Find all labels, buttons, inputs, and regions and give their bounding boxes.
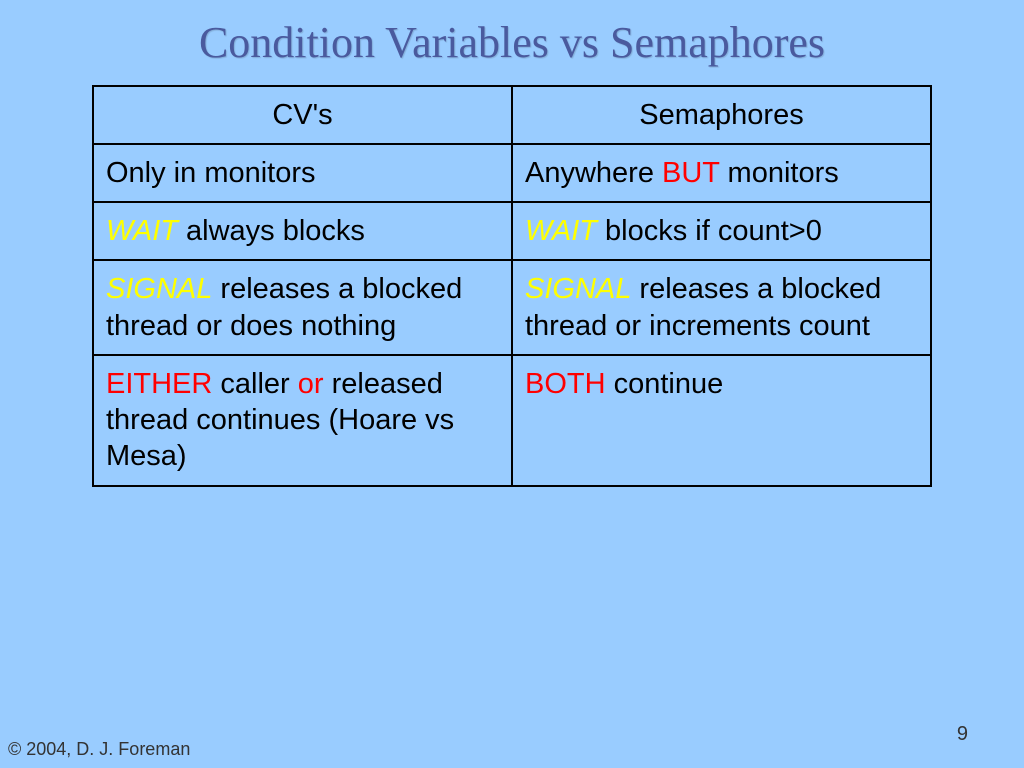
table-cell: Only in monitors <box>93 144 512 202</box>
text-segment: Anywhere <box>525 157 662 189</box>
table-row: SIGNAL releases a blocked thread or does… <box>93 260 931 355</box>
table-row: Only in monitors Anywhere BUT monitors <box>93 144 931 202</box>
table-cell: EITHER caller or released thread continu… <box>93 355 512 486</box>
text-segment: blocks if count>0 <box>597 215 822 247</box>
text-segment: BOTH <box>525 368 606 400</box>
table-cell: Anywhere BUT monitors <box>512 144 931 202</box>
text-segment: continue <box>606 368 724 400</box>
text-segment: SIGNAL <box>525 273 631 305</box>
slide: Condition Variables vs Semaphores CV's S… <box>0 0 1024 768</box>
column-header-semaphores: Semaphores <box>512 86 931 144</box>
column-header-cv: CV's <box>93 86 512 144</box>
table-header-row: CV's Semaphores <box>93 86 931 144</box>
text-segment: WAIT <box>106 215 178 247</box>
text-segment: SIGNAL <box>106 273 212 305</box>
comparison-table: CV's Semaphores Only in monitors Anywhere… <box>92 85 932 487</box>
text-segment: WAIT <box>525 215 597 247</box>
table-body: Only in monitorsAnywhere BUT monitorsWAI… <box>93 144 931 486</box>
text-segment: caller <box>212 368 297 400</box>
text-segment: monitors <box>720 157 839 189</box>
text-segment: EITHER <box>106 368 212 400</box>
table-cell: BOTH continue <box>512 355 931 486</box>
page-number: 9 <box>957 723 968 746</box>
text-segment: or <box>298 368 324 400</box>
text-segment: BUT <box>662 157 719 189</box>
table-cell: WAIT blocks if count>0 <box>512 202 931 260</box>
copyright-text: © 2004, D. J. Foreman <box>8 739 190 760</box>
slide-title: Condition Variables vs Semaphores <box>0 0 1024 79</box>
table-cell: SIGNAL releases a blocked thread or incr… <box>512 260 931 355</box>
table-row: WAIT always blocksWAIT blocks if count>0 <box>93 202 931 260</box>
text-segment: Only in monitors <box>106 157 316 189</box>
table-cell: WAIT always blocks <box>93 202 512 260</box>
table-cell: SIGNAL releases a blocked thread or does… <box>93 260 512 355</box>
text-segment: always blocks <box>178 215 365 247</box>
table-row: EITHER caller or released thread continu… <box>93 355 931 486</box>
